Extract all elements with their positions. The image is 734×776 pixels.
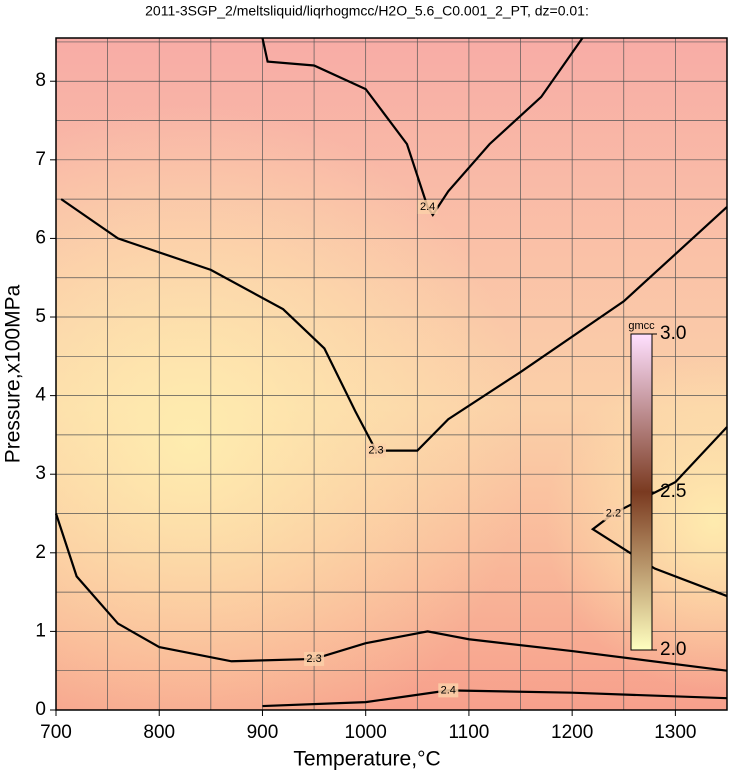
x-tick-label: 900 bbox=[247, 722, 279, 743]
contour-label-bg bbox=[366, 443, 387, 458]
contour-label: 2.3 bbox=[368, 445, 383, 457]
y-tick-label: 5 bbox=[35, 306, 46, 327]
y-tick-label: 2 bbox=[35, 542, 46, 563]
colorbar-tick-label: 2.5 bbox=[660, 481, 686, 502]
contour-label-bg bbox=[438, 683, 459, 698]
contour-label: 2.3 bbox=[306, 653, 321, 665]
x-tick-label: 1100 bbox=[448, 722, 489, 743]
plot-frame bbox=[55, 37, 728, 711]
contour-label-bg bbox=[417, 199, 438, 214]
contour-label-bg bbox=[603, 506, 624, 521]
plot-shading bbox=[56, 38, 727, 710]
contour-label: 2.2 bbox=[606, 507, 621, 519]
contour-label: 2.4 bbox=[441, 684, 456, 696]
x-tick-label: 1200 bbox=[551, 722, 593, 743]
y-axis-label: Pressure,x100MPa bbox=[2, 284, 25, 463]
contour-line bbox=[590, 426, 728, 598]
chart-title: 2011-3SGP_2/meltsliquid/liqrhogmcc/H2O_5… bbox=[145, 3, 589, 19]
x-tick-label: 700 bbox=[40, 722, 72, 743]
colorbar-tick-label: 2.0 bbox=[660, 639, 686, 660]
contour-line bbox=[60, 198, 728, 452]
y-tick-label: 4 bbox=[35, 385, 46, 406]
contour-label: 2.4 bbox=[420, 201, 435, 213]
x-tick-label: 1000 bbox=[345, 722, 387, 743]
colorbar-tick-label: 3.0 bbox=[660, 323, 686, 344]
y-tick-label: 0 bbox=[35, 699, 46, 720]
colorbar bbox=[630, 333, 653, 651]
x-axis-label: Temperature,°C bbox=[293, 748, 440, 771]
y-tick-label: 3 bbox=[35, 463, 46, 484]
y-tick-label: 1 bbox=[35, 620, 46, 641]
x-tick-label: 800 bbox=[143, 722, 175, 743]
x-tick-label: 1300 bbox=[654, 722, 696, 743]
contour-label-bg bbox=[304, 651, 325, 666]
y-tick-label: 6 bbox=[35, 227, 46, 248]
y-tick-label: 8 bbox=[35, 70, 46, 91]
y-tick-label: 7 bbox=[35, 149, 46, 170]
colorbar-label: gmcc bbox=[628, 320, 655, 332]
